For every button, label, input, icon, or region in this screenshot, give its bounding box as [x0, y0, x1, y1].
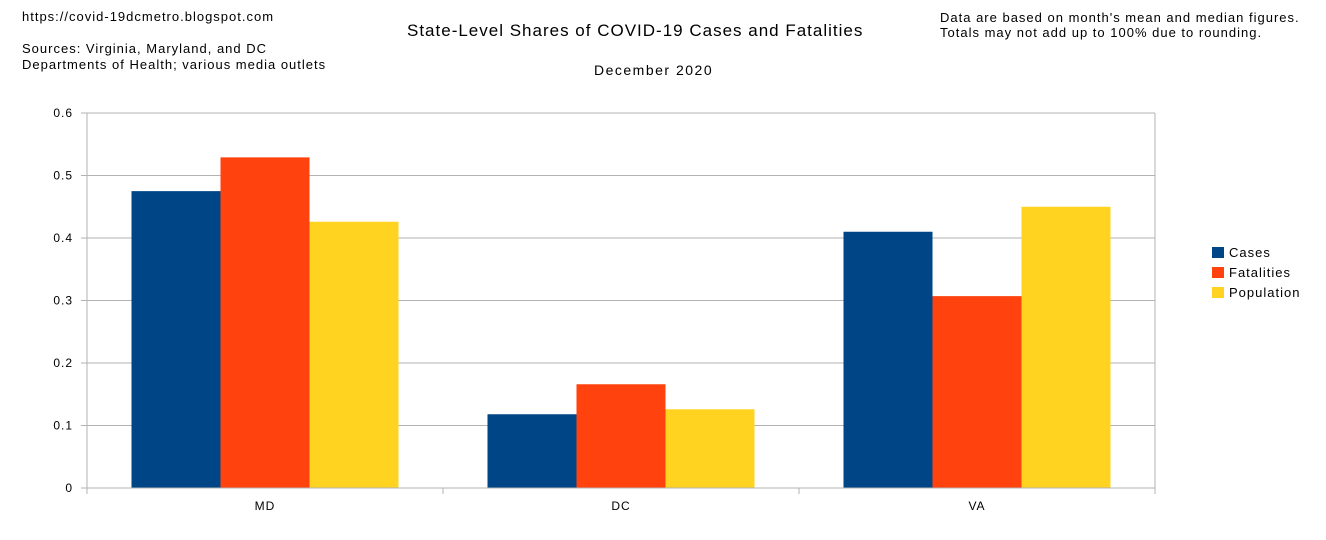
legend-swatch [1212, 266, 1224, 278]
x-tick-label: DC [611, 499, 630, 513]
bar-md-cases [131, 191, 221, 488]
bar-va-population [1021, 206, 1111, 488]
legend-item-fatalities: Fatalities [1212, 262, 1300, 282]
blog-url: https://covid-19dcmetro.blogspot.com [22, 9, 275, 24]
bar-dc-cases [487, 414, 577, 488]
legend-item-population: Population [1212, 282, 1300, 302]
legend-swatch [1212, 246, 1224, 258]
bar-va-fatalities [932, 296, 1022, 488]
y-tick-label: 0.1 [53, 419, 73, 433]
bar-dc-fatalities [576, 384, 666, 488]
chart-legend: Cases Fatalities Population [1212, 242, 1300, 302]
bar-va-cases [843, 231, 933, 488]
chart-subtitle: December 2020 [594, 62, 714, 78]
sources-line-1: Sources: Virginia, Maryland, and DC [22, 41, 268, 56]
legend-swatch [1212, 286, 1224, 298]
y-tick-label: 0.3 [53, 294, 73, 308]
y-tick-label: 0.2 [53, 356, 73, 370]
y-tick-label: 0 [65, 481, 73, 495]
x-tick-label: VA [968, 499, 985, 513]
y-tick-label: 0.6 [53, 106, 73, 120]
legend-label: Fatalities [1229, 264, 1292, 280]
chart-title: State-Level Shares of COVID-19 Cases and… [407, 21, 864, 40]
y-tick-label: 0.5 [53, 169, 73, 183]
data-note: Data are based on month's mean and media… [940, 10, 1300, 40]
legend-label: Cases [1229, 244, 1271, 260]
sources-text: Sources: Virginia, Maryland, and DC Depa… [22, 41, 326, 73]
bar-dc-population [665, 409, 755, 488]
sources-line-2: Departments of Health; various media out… [22, 57, 327, 72]
legend-label: Population [1229, 284, 1301, 300]
legend-item-cases: Cases [1212, 242, 1300, 262]
bar-md-population [309, 221, 399, 488]
x-tick-label: MD [255, 499, 276, 513]
y-tick-label: 0.4 [53, 231, 73, 245]
bar-md-fatalities [220, 157, 310, 488]
